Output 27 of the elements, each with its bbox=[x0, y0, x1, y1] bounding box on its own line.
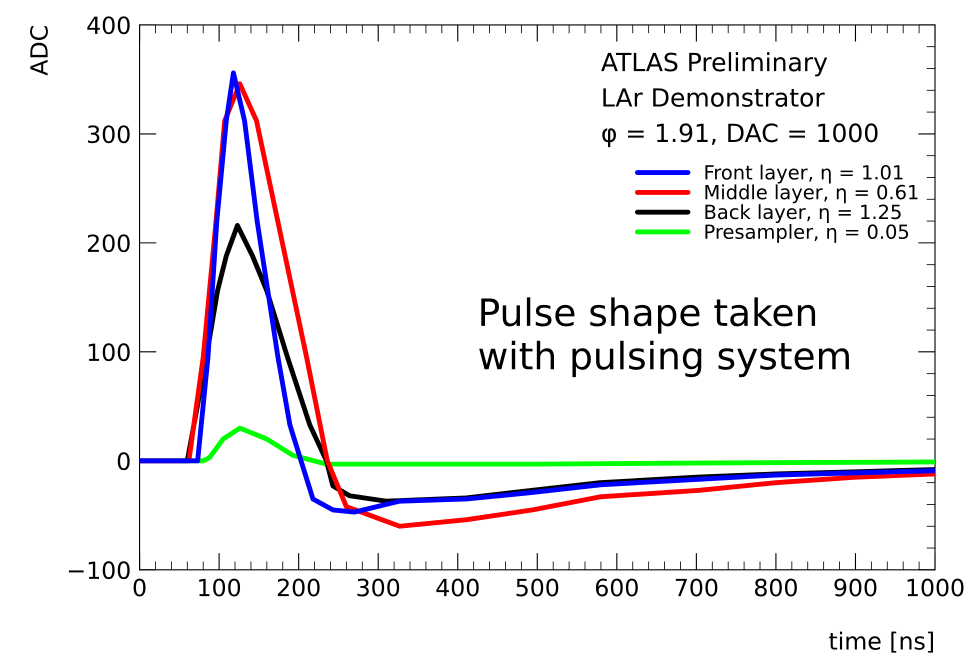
x-tick-label: 500 bbox=[516, 578, 558, 596]
x-tick-label: 300 bbox=[357, 578, 400, 596]
annotation: LAr Demonstrator bbox=[603, 88, 825, 107]
x-tick-label: 900 bbox=[834, 578, 876, 596]
x-tick-label: 100 bbox=[199, 578, 240, 596]
y-tick-label: 400 bbox=[87, 16, 130, 34]
annotation: φ = 1.91, DAC = 1000 bbox=[602, 123, 878, 148]
annotation: Pulse shape taken with pulsing system bbox=[479, 297, 849, 378]
annotation: ATLAS Preliminary bbox=[601, 52, 828, 76]
x-tick-label: 700 bbox=[676, 578, 718, 596]
y-tick-label: 200 bbox=[88, 234, 130, 252]
x-tick-label: 1000 bbox=[908, 578, 964, 596]
y-axis-title: ADC bbox=[30, 26, 48, 76]
y-tick-label: 0 bbox=[118, 452, 130, 470]
y-tick-label: 100 bbox=[88, 343, 130, 362]
legend-label: Middle layer, η = 0.61 bbox=[705, 184, 918, 204]
legend-label: Front layer, η = 1.01 bbox=[705, 164, 903, 184]
x-axis-title: time [ns] bbox=[829, 632, 933, 653]
x-tick-label: 400 bbox=[436, 578, 479, 596]
y-tick-label: 300 bbox=[88, 125, 130, 144]
legend-label: Presampler, η = 0.05 bbox=[705, 224, 908, 243]
x-tick-label: 800 bbox=[754, 578, 797, 596]
y-tick-label: −100 bbox=[68, 561, 130, 580]
x-tick-label: 0 bbox=[134, 578, 146, 596]
x-tick-label: 600 bbox=[596, 578, 638, 596]
legend-label: Back layer, η = 1.25 bbox=[705, 204, 901, 224]
x-tick-label: 200 bbox=[278, 578, 320, 596]
